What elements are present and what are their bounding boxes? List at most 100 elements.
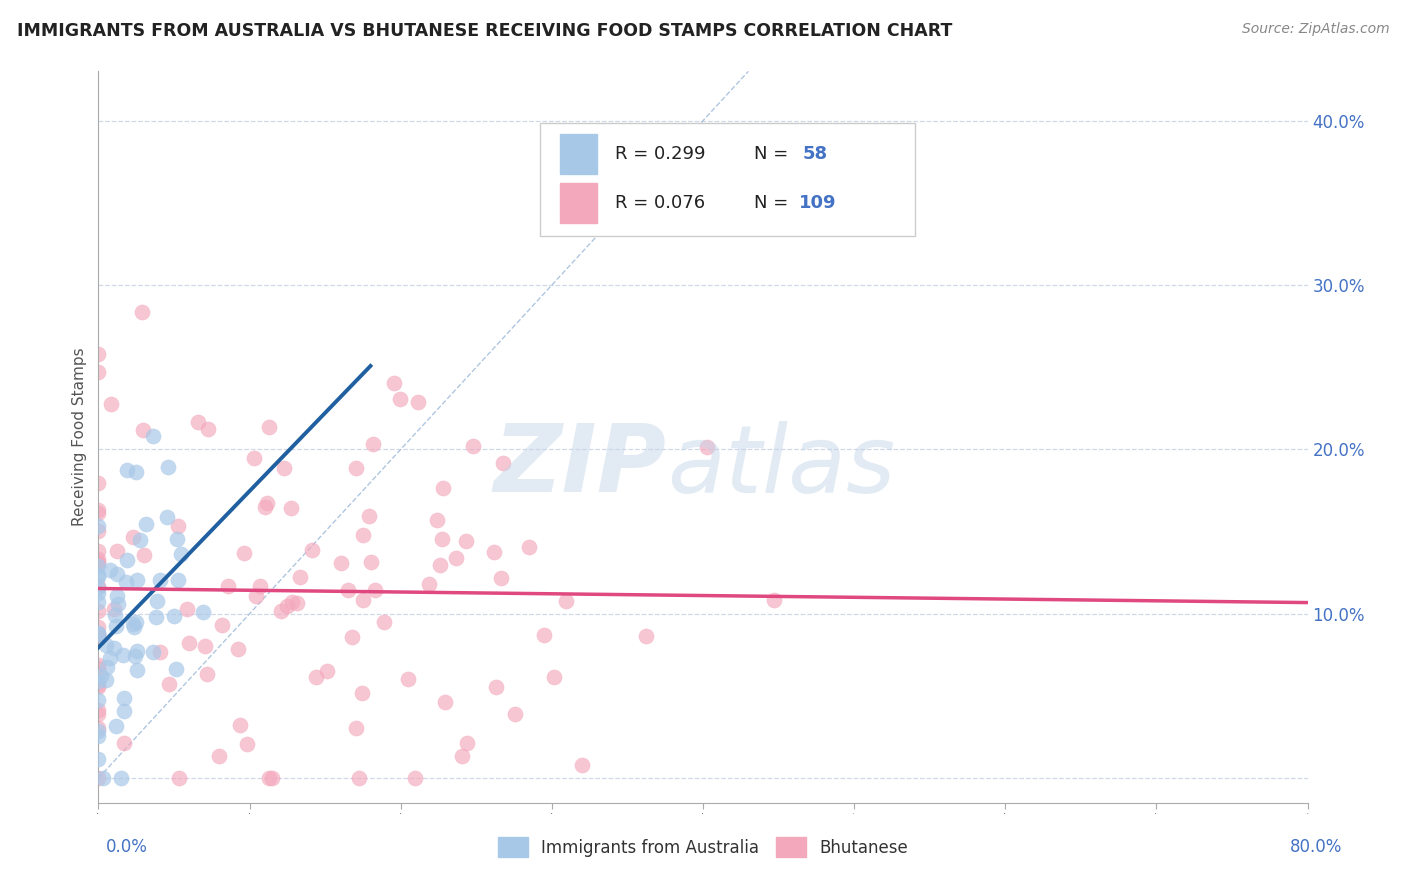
Point [167, 518, 190, 533]
Point [87, 555, 110, 569]
Point [456, 534, 478, 549]
Point [96, 673, 118, 687]
Point [484, 545, 506, 559]
Point [155, 509, 177, 524]
Point [176, 602, 198, 616]
Point [315, 664, 337, 678]
Point [87, 581, 110, 595]
Point [122, 620, 145, 634]
Point [352, 686, 374, 700]
Point [157, 676, 180, 690]
Point [382, 376, 405, 390]
Point [124, 648, 146, 663]
Point [330, 556, 353, 570]
Point [87, 724, 110, 739]
Point [361, 437, 384, 451]
Legend: Immigrants from Australia, Bhutanese: Immigrants from Australia, Bhutanese [491, 830, 915, 864]
Text: atlas: atlas [666, 421, 896, 512]
Point [125, 615, 148, 629]
Point [364, 582, 387, 597]
Point [344, 460, 367, 475]
Point [105, 567, 128, 582]
Point [432, 481, 454, 495]
Point [226, 642, 249, 657]
Point [208, 749, 231, 764]
Point [360, 555, 382, 569]
Point [87, 346, 110, 360]
Point [301, 543, 323, 558]
Point [492, 456, 515, 470]
Point [193, 639, 215, 653]
Point [430, 532, 453, 546]
Point [142, 429, 165, 443]
Point [450, 748, 472, 763]
FancyBboxPatch shape [540, 122, 915, 235]
Point [87, 559, 110, 574]
Point [262, 771, 284, 785]
Text: 80.0%: 80.0% [1291, 838, 1343, 855]
Point [87, 706, 110, 721]
Point [87, 680, 110, 694]
Point [96, 660, 118, 674]
Point [121, 617, 143, 632]
Point [217, 579, 239, 593]
Point [273, 460, 295, 475]
Point [554, 594, 576, 608]
Point [433, 695, 456, 709]
Point [87, 579, 110, 593]
Point [87, 506, 110, 520]
Point [87, 543, 110, 558]
Point [195, 667, 218, 681]
Point [337, 582, 360, 597]
Point [503, 707, 526, 722]
Point [257, 771, 280, 785]
Point [344, 722, 367, 736]
Point [191, 605, 214, 619]
Point [305, 670, 328, 684]
Point [107, 597, 129, 611]
Point [197, 422, 219, 436]
Point [122, 530, 145, 544]
Point [105, 544, 128, 558]
Point [163, 609, 186, 624]
Point [87, 604, 110, 618]
Point [229, 718, 252, 732]
Text: N =: N = [754, 145, 787, 162]
Point [166, 573, 188, 587]
Point [242, 450, 264, 465]
Point [461, 439, 484, 453]
Point [128, 533, 150, 547]
Point [87, 771, 110, 785]
Point [115, 553, 138, 567]
Point [105, 719, 128, 733]
Point [146, 594, 169, 608]
Point [87, 620, 110, 634]
Point [280, 500, 302, 515]
Point [259, 419, 281, 434]
Point [543, 670, 565, 684]
Point [87, 552, 110, 566]
Point [110, 771, 132, 785]
Point [456, 735, 478, 749]
Point [211, 618, 233, 632]
Point [571, 758, 593, 772]
Point [87, 628, 110, 642]
Point [98, 651, 121, 665]
Point [87, 567, 110, 582]
Point [87, 673, 110, 688]
Point [167, 771, 190, 785]
Text: R = 0.076: R = 0.076 [614, 194, 704, 212]
Text: ZIP: ZIP [494, 420, 666, 512]
Point [156, 459, 179, 474]
Point [104, 618, 127, 632]
Point [236, 737, 259, 751]
Point [87, 570, 110, 584]
Point [187, 415, 209, 429]
Text: 109: 109 [799, 194, 837, 212]
Point [491, 570, 513, 584]
Point [145, 609, 167, 624]
Point [131, 305, 153, 319]
Point [103, 640, 125, 655]
Point [149, 645, 172, 659]
Point [281, 595, 304, 609]
